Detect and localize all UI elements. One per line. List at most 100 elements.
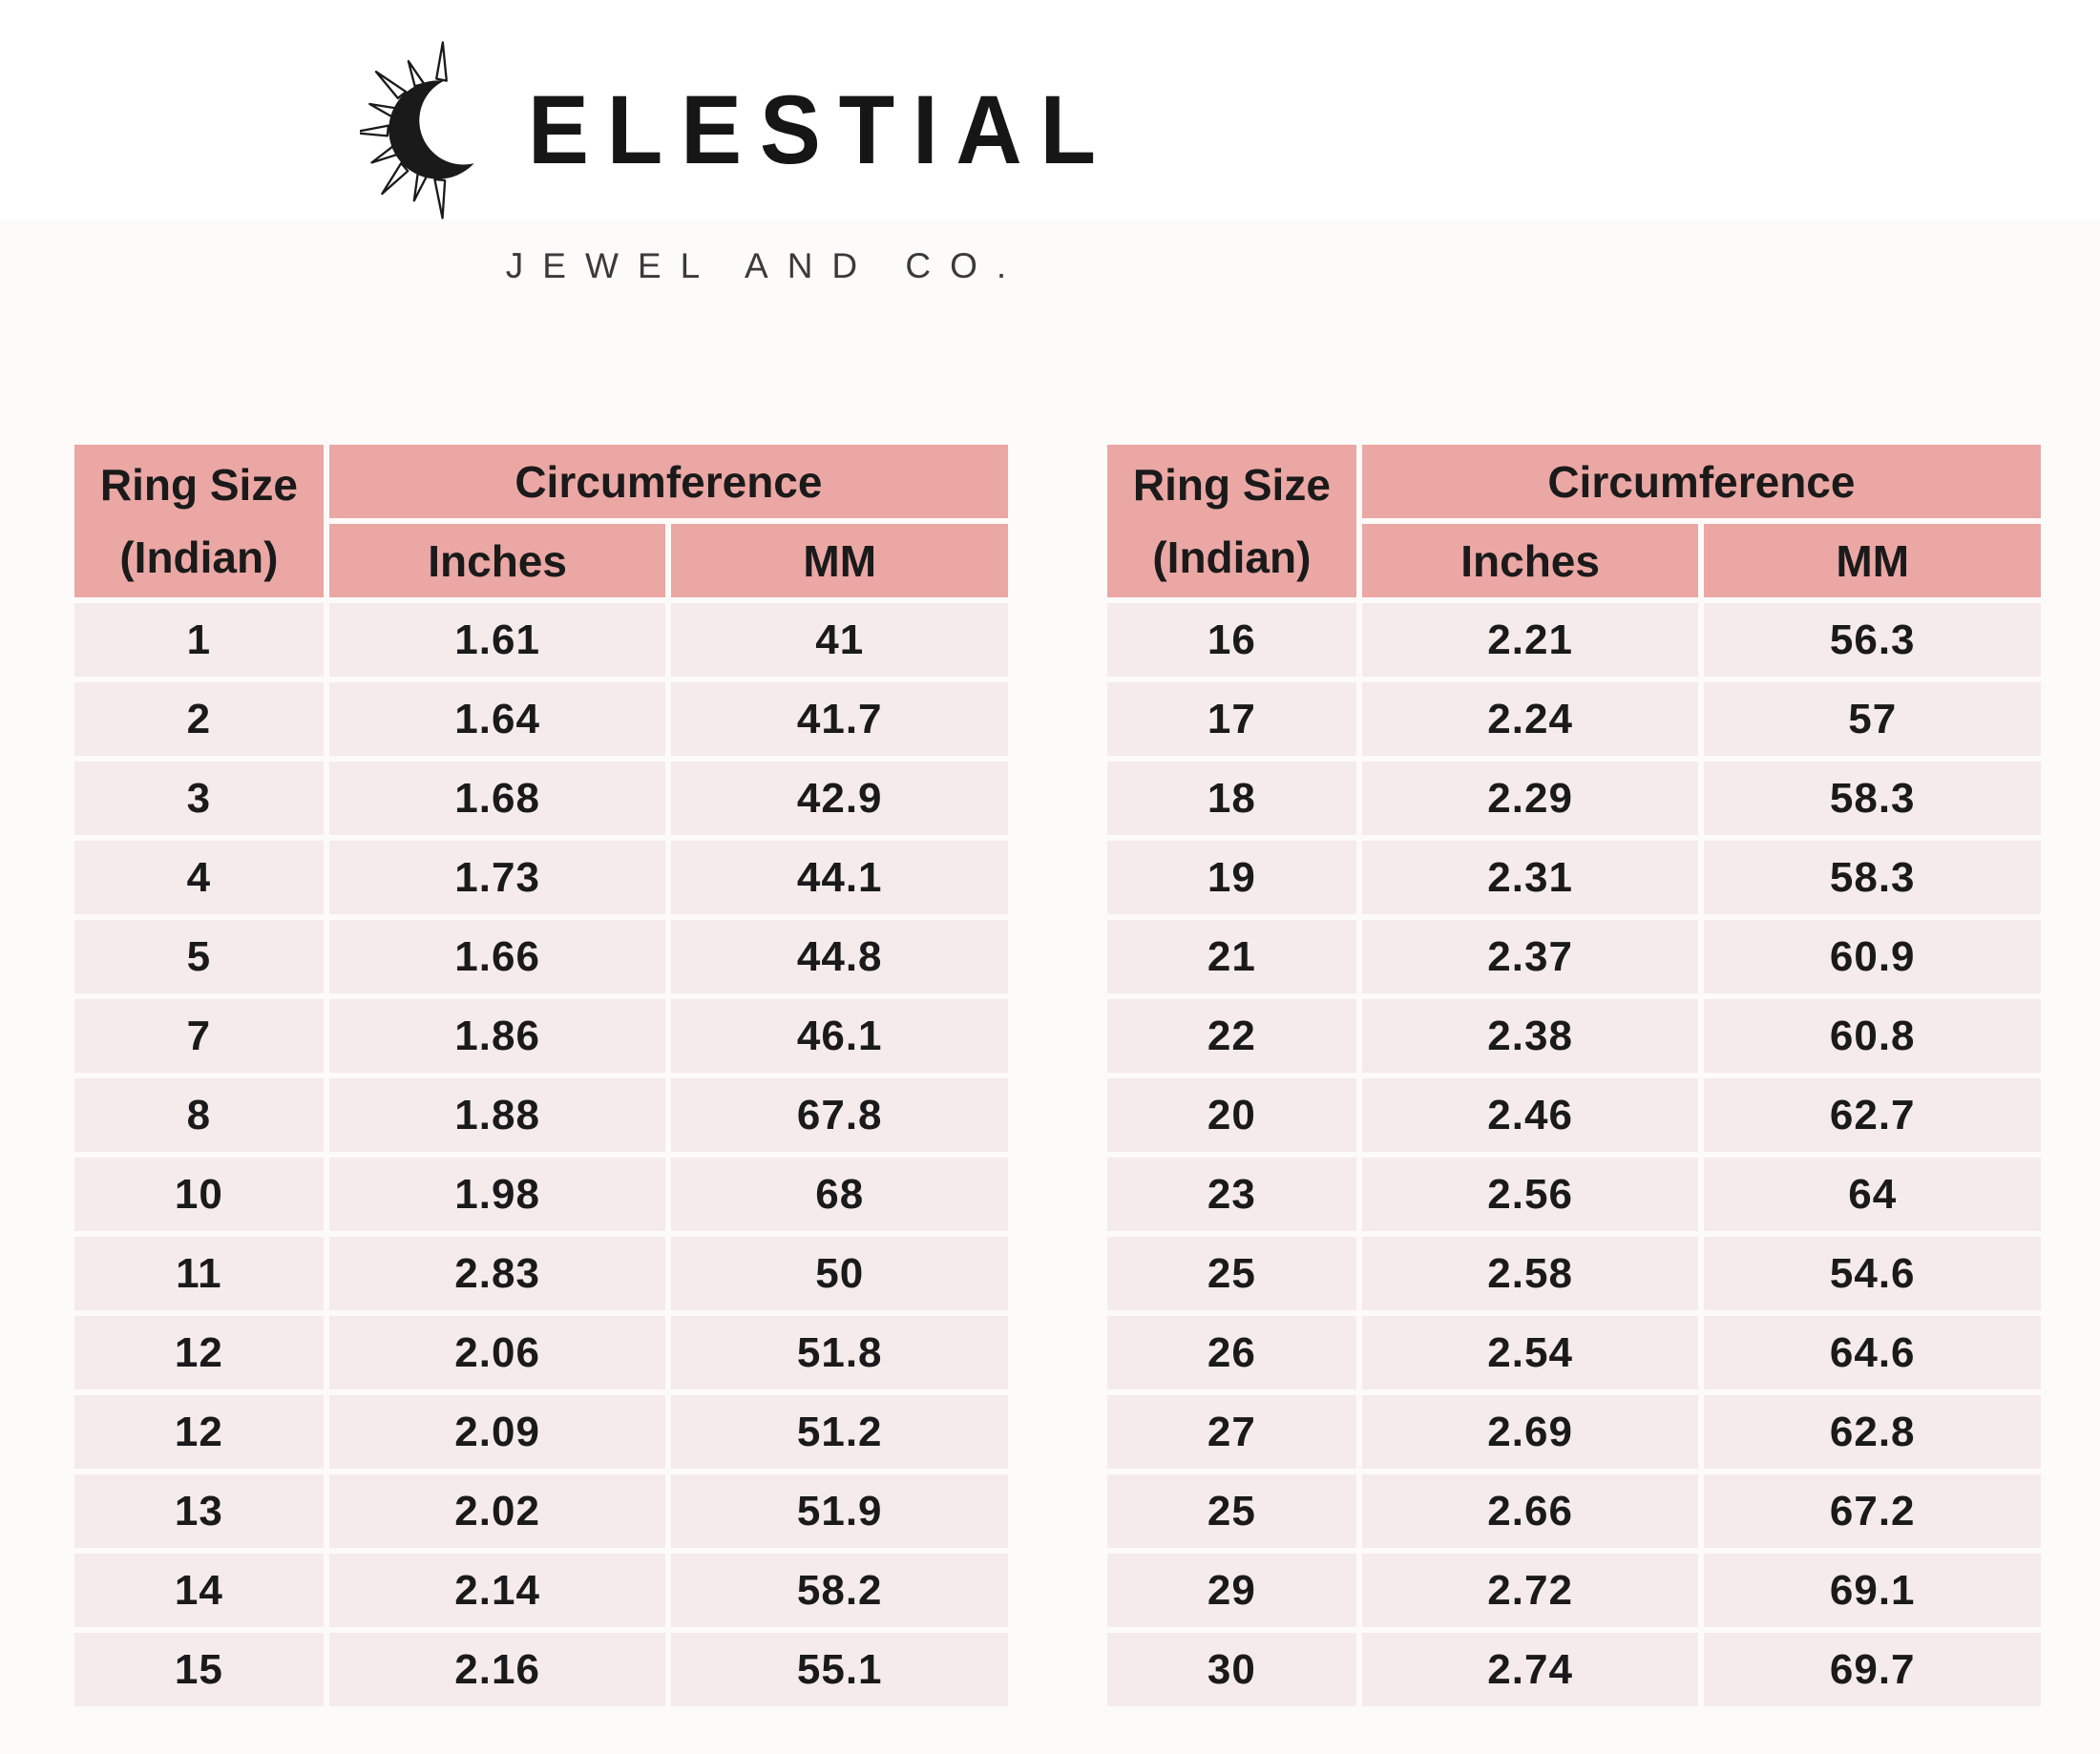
table-cell: 2.06 [328,1316,666,1389]
table-cell: 1.86 [328,999,666,1073]
brand-logo: ELESTIAL JEWEL AND CO. [360,36,1151,286]
table-cell: 55.1 [671,1633,1008,1706]
table-cell: 51.8 [671,1316,1008,1389]
table-cell: 2.72 [1361,1554,1699,1627]
table-cell: 1 [74,603,324,677]
table-cell: 2.14 [328,1554,666,1627]
table-cell: 2.37 [1361,920,1699,993]
table-cell: 2.16 [328,1633,666,1706]
ring-size-header-line2: (Indian) [119,532,279,582]
table-cell: 1.61 [328,603,666,677]
ring-size-header-line1: Ring Size [99,460,298,510]
brand-logo-row: ELESTIAL [360,36,1151,223]
mm-header: MM [1704,524,2041,597]
table-cell: 2.02 [328,1474,666,1548]
table-cell: 14 [74,1554,324,1627]
table-cell: 13 [74,1474,324,1548]
table-cell: 56.3 [1704,603,2041,677]
table-cell: 69.7 [1704,1633,2041,1706]
table-cell: 2.66 [1361,1474,1699,1548]
table-cell: 1.66 [328,920,666,993]
table-cell: 2.21 [1361,603,1699,677]
table-cell: 46.1 [671,999,1008,1073]
ring-size-header-line2: (Indian) [1152,532,1312,582]
inches-header: Inches [328,524,666,597]
size-chart-tables: Ring Size (Indian) Circumference Inches … [0,445,2100,1706]
table-cell: 1.64 [328,682,666,756]
table-cell: 21 [1107,920,1356,993]
inches-header: Inches [1361,524,1699,597]
table-cell: 58.2 [671,1554,1008,1627]
table-cell: 1.88 [328,1078,666,1152]
table-cell: 51.9 [671,1474,1008,1548]
table-cell: 12 [74,1316,324,1389]
table-cell: 16 [1107,603,1356,677]
table-cell: 69.1 [1704,1554,2041,1627]
table-cell: 64.6 [1704,1316,2041,1389]
table-cell: 60.9 [1704,920,2041,993]
table-cell: 23 [1107,1158,1356,1231]
table-cell: 1.73 [328,841,666,914]
table-cell: 41 [671,603,1008,677]
table-cell: 42.9 [671,762,1008,835]
mm-header: MM [671,524,1008,597]
table-cell: 67.8 [671,1078,1008,1152]
brand-subtitle: JEWEL AND CO. [505,246,1026,285]
table-cell: 17 [1107,682,1356,756]
ring-size-header: Ring Size (Indian) [1107,445,1356,597]
table-cell: 3 [74,762,324,835]
table-cell: 51.2 [671,1395,1008,1469]
table-cell: 4 [74,841,324,914]
table-cell: 2.38 [1361,999,1699,1073]
table-cell: 62.7 [1704,1078,2041,1152]
size-chart-table-right: Ring Size (Indian) Circumference Inches … [1107,445,2041,1706]
circumference-header: Circumference [328,445,1008,518]
table-cell: 2.31 [1361,841,1699,914]
table-cell: 67.2 [1704,1474,2041,1548]
crescent-sun-icon [360,41,488,219]
table-cell: 1.98 [328,1158,666,1231]
table-cell: 8 [74,1078,324,1152]
table-cell: 44.1 [671,841,1008,914]
table-cell: 2.54 [1361,1316,1699,1389]
table-cell: 58.3 [1704,841,2041,914]
table-cell: 68 [671,1158,1008,1231]
table-cell: 58.3 [1704,762,2041,835]
table-cell: 57 [1704,682,2041,756]
table-cell: 12 [74,1395,324,1469]
table-cell: 1.68 [328,762,666,835]
table-cell: 2.74 [1361,1633,1699,1706]
table-cell: 11 [74,1237,324,1310]
table-cell: 54.6 [1704,1237,2041,1310]
table-cell: 2.56 [1361,1158,1699,1231]
table-cell: 2 [74,682,324,756]
table-cell: 5 [74,920,324,993]
page-root: { "brand": { "wordmark_rest": "ELESTIAL"… [0,36,2100,1754]
table-cell: 2.58 [1361,1237,1699,1310]
table-cell: 2.69 [1361,1395,1699,1469]
ring-size-header: Ring Size (Indian) [74,445,324,597]
table-cell: 62.8 [1704,1395,2041,1469]
size-chart-table-left: Ring Size (Indian) Circumference Inches … [74,445,1008,1706]
circumference-header: Circumference [1361,445,2041,518]
table-cell: 44.8 [671,920,1008,993]
table-cell: 7 [74,999,324,1073]
table-cell: 27 [1107,1395,1356,1469]
table-cell: 41.7 [671,682,1008,756]
table-cell: 20 [1107,1078,1356,1152]
table-cell: 2.46 [1361,1078,1699,1152]
table-cell: 2.29 [1361,762,1699,835]
table-cell: 60.8 [1704,999,2041,1073]
table-cell: 22 [1107,999,1356,1073]
table-cell: 26 [1107,1316,1356,1389]
brand-wordmark: ELESTIAL [528,75,1115,184]
table-cell: 19 [1107,841,1356,914]
table-cell: 10 [74,1158,324,1231]
ring-size-header-line1: Ring Size [1132,460,1331,510]
table-cell: 25 [1107,1237,1356,1310]
table-cell: 2.24 [1361,682,1699,756]
table-cell: 25 [1107,1474,1356,1548]
table-cell: 15 [74,1633,324,1706]
table-cell: 2.09 [328,1395,666,1469]
table-cell: 29 [1107,1554,1356,1627]
